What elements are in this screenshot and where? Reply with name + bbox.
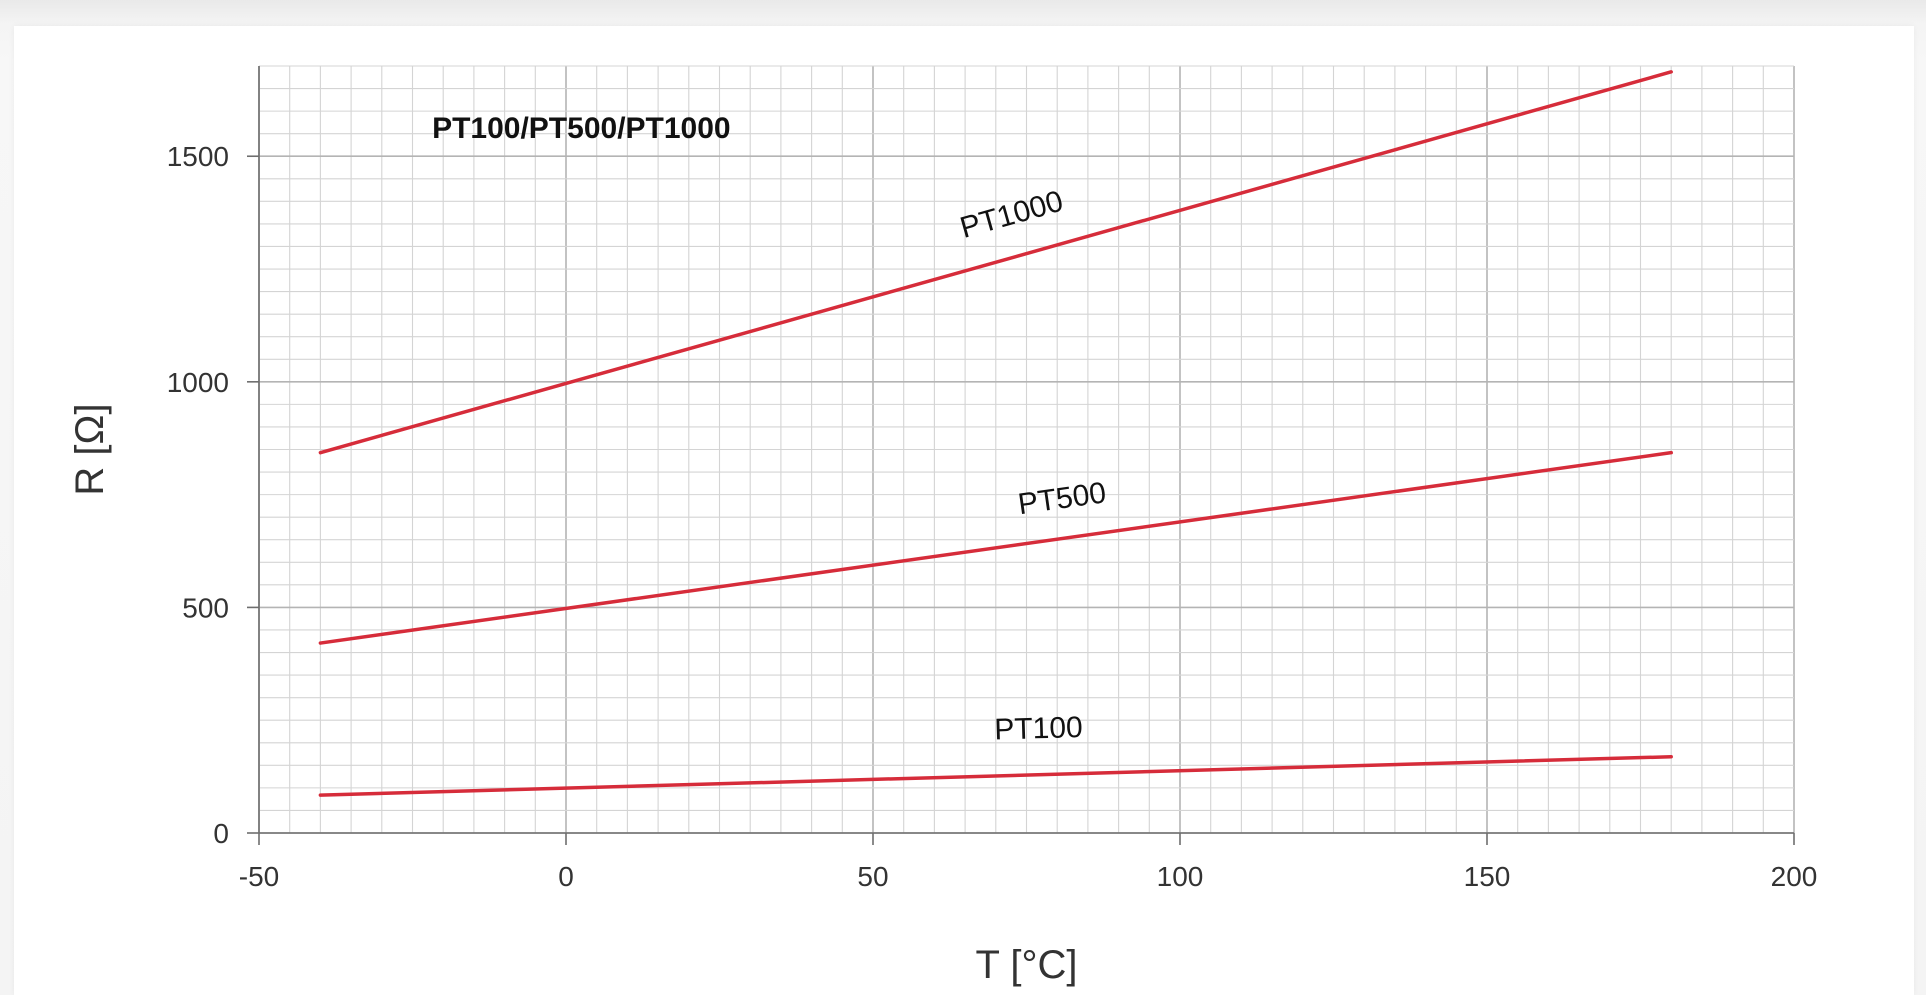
axes: -50 0 50 100 150 200 0 500 1000 1500 T [°C] R [Ω]	[68, 66, 1817, 987]
y-axis-title: R [Ω]	[68, 403, 112, 495]
series-label-pt100: PT100	[994, 711, 1083, 747]
chart-title: PT100/PT500/PT1000	[432, 112, 731, 145]
series-label-pt1000: PT1000	[957, 185, 1067, 245]
series-line-pt1000	[318, 70, 1673, 455]
series-lines	[318, 70, 1673, 797]
x-tick-label: -50	[239, 861, 279, 892]
x-tick-label: 50	[857, 861, 888, 892]
x-tick-label: 150	[1464, 861, 1511, 892]
y-tick-label: 1000	[167, 367, 229, 398]
x-tick-label: 200	[1771, 861, 1818, 892]
x-axis-title: T [°C]	[976, 943, 1078, 987]
x-tick-label: 0	[558, 861, 574, 892]
series-line-pt500	[318, 450, 1673, 645]
y-tick-label: 1500	[167, 141, 229, 172]
chart-labels: PT1000 PT500 PT100 PT100/PT500/PT1000	[432, 112, 1108, 746]
y-tick-label: 0	[213, 818, 229, 849]
grid	[258, 65, 1795, 834]
y-tick-label: 500	[182, 592, 229, 623]
series-line-pt100	[318, 755, 1673, 797]
series-label-pt500: PT500	[1016, 476, 1108, 521]
x-tick-label: 100	[1157, 861, 1204, 892]
